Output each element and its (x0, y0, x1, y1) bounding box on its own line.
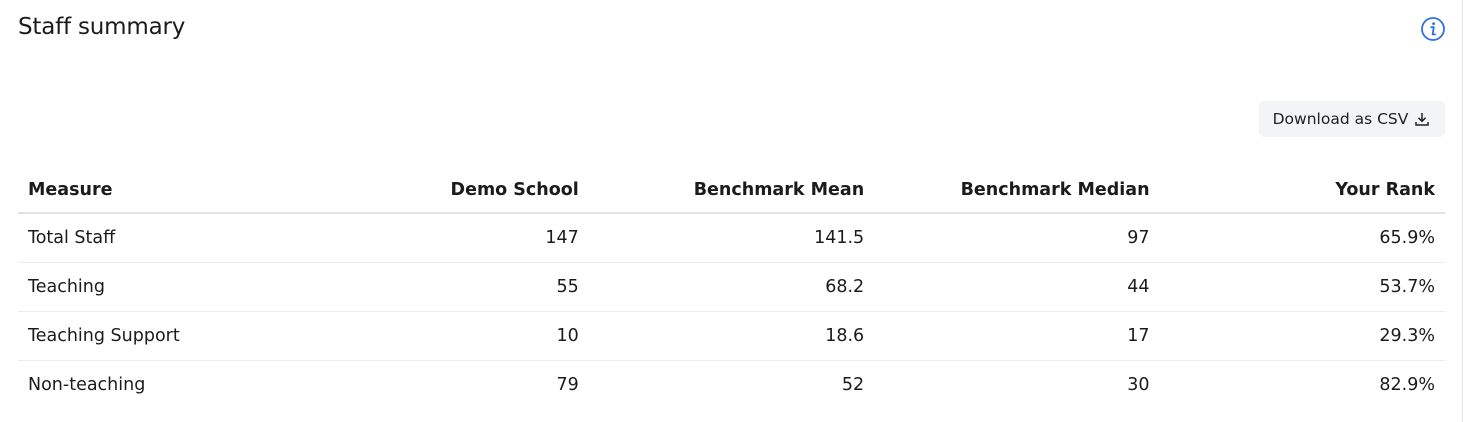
cell: 52 (841, 375, 865, 395)
row-label: Teaching Support (18, 311, 304, 361)
cell: 18.6 (588, 311, 875, 361)
cell: 97 (874, 213, 1160, 263)
column-header: Measure (18, 168, 304, 214)
cell: 68.2 (588, 262, 875, 312)
column-header: Benchmark Median (874, 168, 1160, 214)
download-button[interactable]: Download as CSV (1259, 101, 1445, 137)
cell: 17 (874, 311, 1160, 361)
cell: 29.3% (1159, 311, 1445, 361)
column-header: Demo School (303, 168, 589, 214)
column-header: Benchmark Mean (588, 168, 875, 214)
cell: 141.5 (588, 213, 875, 263)
table-row: Non-teaching 79 52 30 82.9% (18, 361, 1445, 410)
cell: 30 (1127, 375, 1150, 395)
row-label: Teaching (18, 262, 304, 312)
cell: 82.9% (1379, 375, 1435, 395)
row-label: Total Staff (18, 213, 304, 263)
download-icon (1415, 113, 1430, 126)
cell: 55 (303, 262, 589, 312)
title: Staff summary (18, 14, 186, 40)
column-header: Your Rank (1159, 168, 1445, 214)
table-row: Teaching Support 10 18.6 17 29.3% (18, 311, 1445, 361)
cell: 79 (556, 375, 579, 395)
staff-table: Measure Demo School Benchmark Mean Benchmar… (18, 168, 1445, 409)
panel-edge (1462, 0, 1463, 422)
cell: 65.9% (1159, 213, 1445, 263)
table-row: Total Staff 147 141.5 97 65.9% (18, 213, 1445, 263)
download-label: Download as CSV (1272, 110, 1409, 128)
cell: 147 (303, 213, 589, 263)
table-row: Teaching 55 68.2 44 53.7% (18, 262, 1445, 312)
header-row: Measure Demo School Benchmark Mean Benchmar… (18, 168, 1445, 214)
info-icon[interactable] (1420, 16, 1446, 42)
cell: 10 (303, 311, 589, 361)
cell: 53.7% (1159, 262, 1445, 312)
row-label: Non-teaching (28, 375, 146, 395)
cell: 44 (874, 262, 1160, 312)
